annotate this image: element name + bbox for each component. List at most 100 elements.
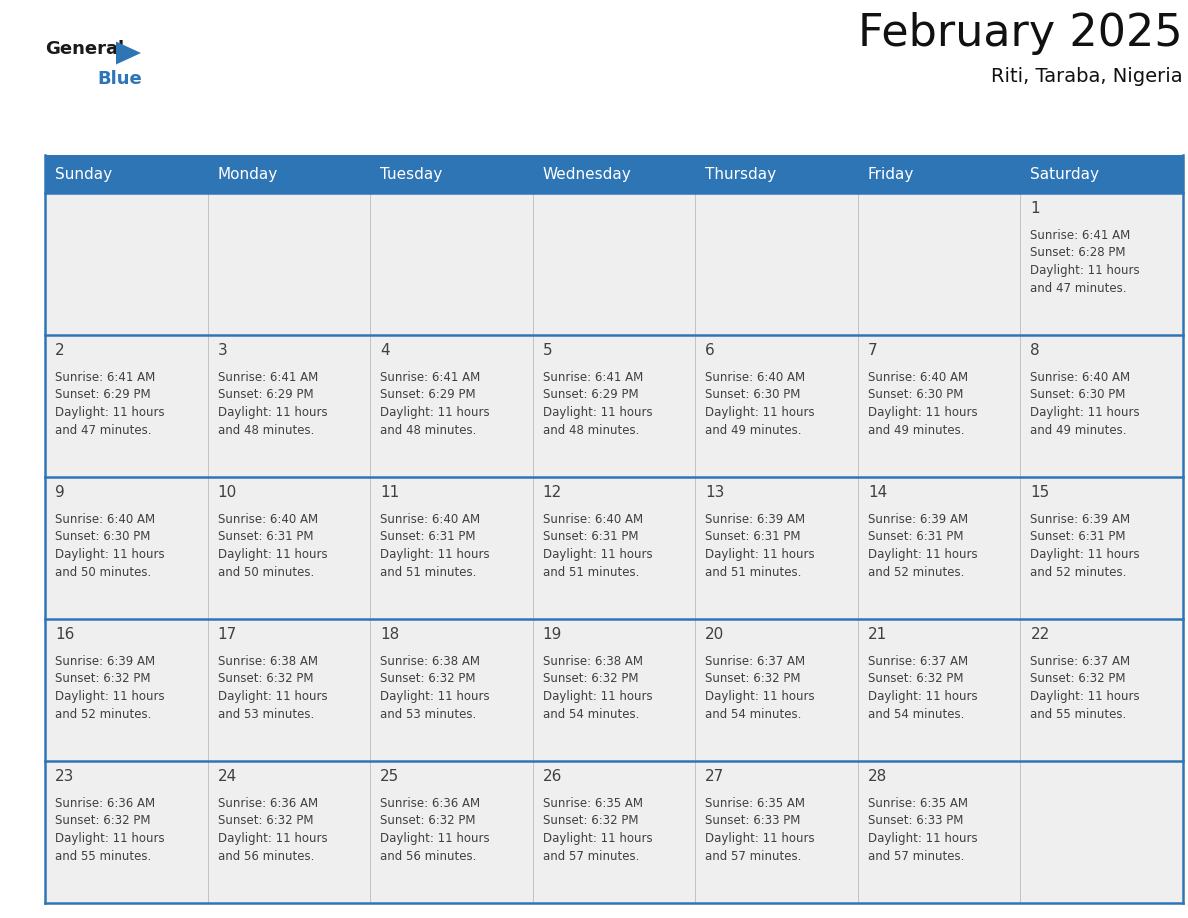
- Bar: [45, 335, 208, 477]
- Text: Daylight: 11 hours: Daylight: 11 hours: [868, 832, 978, 845]
- Text: and 51 minutes.: and 51 minutes.: [706, 565, 802, 578]
- Text: Sunrise: 6:40 AM: Sunrise: 6:40 AM: [706, 371, 805, 384]
- Bar: [208, 619, 371, 761]
- Bar: [695, 193, 858, 335]
- Text: Sunrise: 6:35 AM: Sunrise: 6:35 AM: [543, 797, 643, 810]
- Text: 25: 25: [380, 769, 399, 784]
- Text: Thursday: Thursday: [706, 166, 777, 182]
- Text: and 49 minutes.: and 49 minutes.: [1030, 423, 1127, 436]
- Text: 22: 22: [1030, 627, 1050, 642]
- Bar: [45, 477, 208, 619]
- Bar: [45, 619, 208, 761]
- Text: and 47 minutes.: and 47 minutes.: [55, 423, 152, 436]
- Text: Daylight: 11 hours: Daylight: 11 hours: [543, 832, 652, 845]
- Text: 11: 11: [380, 485, 399, 500]
- Text: Monday: Monday: [217, 166, 278, 182]
- Bar: [45, 193, 208, 335]
- Polygon shape: [116, 41, 141, 64]
- Text: Sunset: 6:30 PM: Sunset: 6:30 PM: [868, 388, 963, 401]
- Text: Daylight: 11 hours: Daylight: 11 hours: [55, 832, 165, 845]
- Text: and 56 minutes.: and 56 minutes.: [217, 849, 314, 863]
- Text: Daylight: 11 hours: Daylight: 11 hours: [1030, 264, 1140, 277]
- Text: Sunrise: 6:41 AM: Sunrise: 6:41 AM: [55, 371, 156, 384]
- Text: Sunrise: 6:35 AM: Sunrise: 6:35 AM: [706, 797, 805, 810]
- Bar: [695, 335, 858, 477]
- Text: Sunrise: 6:41 AM: Sunrise: 6:41 AM: [217, 371, 318, 384]
- Text: and 55 minutes.: and 55 minutes.: [1030, 708, 1126, 721]
- Text: Daylight: 11 hours: Daylight: 11 hours: [543, 406, 652, 419]
- Bar: [532, 619, 695, 761]
- Text: Sunset: 6:29 PM: Sunset: 6:29 PM: [55, 388, 151, 401]
- Text: Daylight: 11 hours: Daylight: 11 hours: [380, 406, 489, 419]
- Text: Sunset: 6:28 PM: Sunset: 6:28 PM: [1030, 247, 1126, 260]
- Text: Sunrise: 6:40 AM: Sunrise: 6:40 AM: [380, 513, 480, 526]
- Bar: [1020, 335, 1183, 477]
- Text: Daylight: 11 hours: Daylight: 11 hours: [380, 690, 489, 703]
- Text: Sunrise: 6:40 AM: Sunrise: 6:40 AM: [1030, 371, 1131, 384]
- Text: Sunset: 6:29 PM: Sunset: 6:29 PM: [217, 388, 314, 401]
- Bar: [695, 619, 858, 761]
- Text: Sunrise: 6:38 AM: Sunrise: 6:38 AM: [380, 655, 480, 668]
- Text: Daylight: 11 hours: Daylight: 11 hours: [868, 690, 978, 703]
- Text: 12: 12: [543, 485, 562, 500]
- Text: Sunrise: 6:40 AM: Sunrise: 6:40 AM: [217, 513, 317, 526]
- Text: Sunrise: 6:37 AM: Sunrise: 6:37 AM: [706, 655, 805, 668]
- Text: Daylight: 11 hours: Daylight: 11 hours: [380, 548, 489, 561]
- Text: and 55 minutes.: and 55 minutes.: [55, 849, 151, 863]
- Text: Daylight: 11 hours: Daylight: 11 hours: [55, 690, 165, 703]
- Text: and 54 minutes.: and 54 minutes.: [868, 708, 965, 721]
- Text: and 53 minutes.: and 53 minutes.: [380, 708, 476, 721]
- Text: Sunset: 6:32 PM: Sunset: 6:32 PM: [543, 814, 638, 827]
- Bar: [208, 477, 371, 619]
- Text: Daylight: 11 hours: Daylight: 11 hours: [706, 832, 815, 845]
- Text: Sunrise: 6:36 AM: Sunrise: 6:36 AM: [55, 797, 156, 810]
- Text: 14: 14: [868, 485, 887, 500]
- Text: Sunrise: 6:36 AM: Sunrise: 6:36 AM: [380, 797, 480, 810]
- Text: and 47 minutes.: and 47 minutes.: [1030, 282, 1127, 295]
- Text: 5: 5: [543, 343, 552, 358]
- Bar: [1020, 477, 1183, 619]
- Text: Sunset: 6:29 PM: Sunset: 6:29 PM: [380, 388, 475, 401]
- Bar: [1020, 193, 1183, 335]
- Text: Sunrise: 6:37 AM: Sunrise: 6:37 AM: [1030, 655, 1131, 668]
- Text: 2: 2: [55, 343, 64, 358]
- Text: 24: 24: [217, 769, 236, 784]
- Text: Saturday: Saturday: [1030, 166, 1099, 182]
- Text: Sunday: Sunday: [55, 166, 112, 182]
- Text: Daylight: 11 hours: Daylight: 11 hours: [868, 548, 978, 561]
- Text: 21: 21: [868, 627, 887, 642]
- Bar: [371, 761, 532, 903]
- Text: 18: 18: [380, 627, 399, 642]
- Text: Daylight: 11 hours: Daylight: 11 hours: [55, 548, 165, 561]
- Text: February 2025: February 2025: [859, 12, 1183, 55]
- Text: 6: 6: [706, 343, 715, 358]
- Text: Daylight: 11 hours: Daylight: 11 hours: [706, 690, 815, 703]
- Text: 16: 16: [55, 627, 75, 642]
- Text: Daylight: 11 hours: Daylight: 11 hours: [217, 690, 327, 703]
- Bar: [858, 477, 1020, 619]
- Text: and 57 minutes.: and 57 minutes.: [706, 849, 802, 863]
- Text: and 49 minutes.: and 49 minutes.: [706, 423, 802, 436]
- Text: and 48 minutes.: and 48 minutes.: [380, 423, 476, 436]
- Text: Daylight: 11 hours: Daylight: 11 hours: [543, 548, 652, 561]
- Text: Sunset: 6:32 PM: Sunset: 6:32 PM: [380, 814, 475, 827]
- Bar: [371, 193, 532, 335]
- Text: Daylight: 11 hours: Daylight: 11 hours: [543, 690, 652, 703]
- Text: 17: 17: [217, 627, 236, 642]
- Text: Daylight: 11 hours: Daylight: 11 hours: [55, 406, 165, 419]
- Text: Daylight: 11 hours: Daylight: 11 hours: [706, 406, 815, 419]
- Text: Sunset: 6:32 PM: Sunset: 6:32 PM: [1030, 673, 1126, 686]
- Text: Sunrise: 6:40 AM: Sunrise: 6:40 AM: [543, 513, 643, 526]
- Text: Sunrise: 6:39 AM: Sunrise: 6:39 AM: [706, 513, 805, 526]
- Text: Sunrise: 6:40 AM: Sunrise: 6:40 AM: [55, 513, 156, 526]
- Text: and 57 minutes.: and 57 minutes.: [868, 849, 965, 863]
- Text: and 54 minutes.: and 54 minutes.: [543, 708, 639, 721]
- Text: and 54 minutes.: and 54 minutes.: [706, 708, 802, 721]
- Text: Sunrise: 6:40 AM: Sunrise: 6:40 AM: [868, 371, 968, 384]
- Text: 1: 1: [1030, 201, 1040, 216]
- Text: Wednesday: Wednesday: [543, 166, 632, 182]
- Text: and 52 minutes.: and 52 minutes.: [1030, 565, 1126, 578]
- Text: and 57 minutes.: and 57 minutes.: [543, 849, 639, 863]
- Text: Sunrise: 6:36 AM: Sunrise: 6:36 AM: [217, 797, 317, 810]
- Text: 23: 23: [55, 769, 75, 784]
